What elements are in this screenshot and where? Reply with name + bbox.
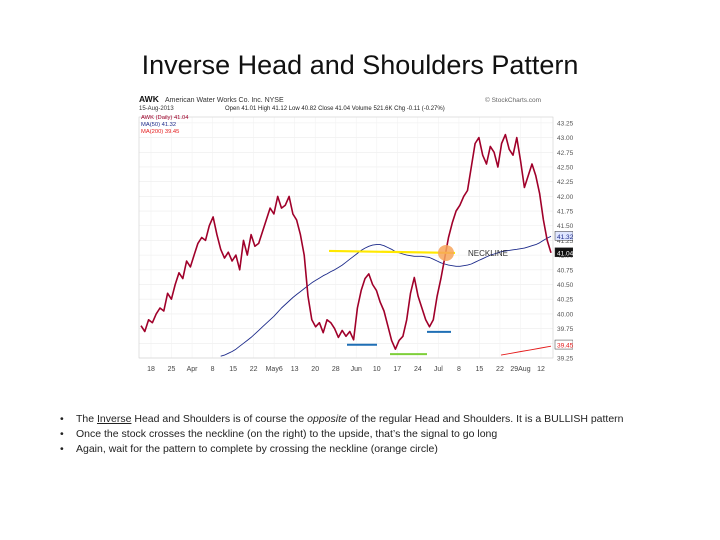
x-tick-label: Jun bbox=[351, 366, 362, 373]
y-tick-label: 42.00 bbox=[557, 194, 573, 201]
x-tick-label: Jul bbox=[434, 366, 443, 373]
price-line bbox=[140, 133, 552, 351]
y-tick-label: 43.00 bbox=[557, 135, 573, 142]
stock-chart: NECKLINE 43.25 43.00 42.75 42.50 42.25 42.00 4… bbox=[137, 93, 573, 376]
y-tick-label: 43.25 bbox=[557, 120, 573, 127]
header-date: 15-Aug-2013 bbox=[139, 106, 174, 112]
ma200-line bbox=[500, 345, 552, 356]
bullet-1-post: of the regular Head and Shoulders. It is… bbox=[346, 413, 624, 425]
slide-title: Inverse Head and Shoulders Pattern bbox=[141, 50, 579, 80]
x-tick-label: 17 bbox=[393, 366, 401, 373]
x-tick-label: 18 bbox=[147, 366, 155, 373]
y-tick-label: 40.50 bbox=[557, 282, 573, 289]
header-ohlc: Open 41.01 High 41.12 Low 40.82 Close 41… bbox=[225, 106, 445, 112]
ma50-line bbox=[220, 235, 552, 357]
ma50-tag-box bbox=[554, 231, 573, 241]
bullet-1-mid: Head and Shoulders is of course the bbox=[131, 413, 308, 425]
header-source: © StockCharts.com bbox=[485, 96, 541, 104]
bullet-list: • The Inverse Head and Shoulders is of c… bbox=[60, 412, 700, 457]
header-company: American Water Works Co. Inc. NYSE bbox=[165, 97, 284, 104]
chart-svg: NECKLINE 43.25 43.00 42.75 42.50 42.25 42.00 4… bbox=[137, 93, 573, 376]
legend-price: AWK (Daily) 41.04 bbox=[141, 115, 189, 121]
y-tick-label: 41.25 bbox=[557, 238, 573, 245]
bullet-dot: • bbox=[60, 443, 64, 455]
x-tick-label: 25 bbox=[168, 366, 176, 373]
x-tick-label: Apr bbox=[187, 366, 199, 373]
ma200-tag-text: 39.45 bbox=[557, 343, 573, 350]
y-tick-label: 39.75 bbox=[557, 326, 573, 333]
x-tick-label: 29Aug bbox=[510, 366, 530, 373]
bullet-1-em-inverse: Inverse bbox=[97, 413, 132, 425]
bullet-item-3: • Again, wait for the pattern to complet… bbox=[60, 442, 700, 457]
bullet-dot: • bbox=[60, 428, 64, 440]
breakout-circle bbox=[438, 244, 454, 261]
x-tick-label: 8 bbox=[457, 366, 461, 373]
x-tick-label: 13 bbox=[291, 366, 299, 373]
y-tick-label: 40.75 bbox=[557, 267, 573, 274]
x-tick-label: 15 bbox=[476, 366, 484, 373]
x-tick-label: 20 bbox=[311, 366, 319, 373]
plot-frame bbox=[138, 116, 554, 359]
bullet-1-em-opposite: opposite bbox=[307, 413, 347, 425]
x-tick-label: 22 bbox=[496, 366, 504, 373]
x-tick-label: 10 bbox=[373, 366, 381, 373]
legend-ma200: MA(200) 39.45 bbox=[141, 129, 179, 135]
bullet-item-2: • Once the stock crosses the neckline (o… bbox=[60, 427, 700, 442]
y-tick-label: 42.25 bbox=[557, 179, 573, 186]
price-tag-text: 41.04 bbox=[557, 250, 573, 257]
x-tick-label: 22 bbox=[250, 366, 258, 373]
bullet-item-1: • The Inverse Head and Shoulders is of c… bbox=[60, 412, 700, 427]
y-tick-label: 41.50 bbox=[557, 223, 573, 230]
y-tick-label: 42.50 bbox=[557, 164, 573, 171]
legend-ma50: MA(50) 41.32 bbox=[141, 122, 176, 128]
neckline-label: NECKLINE bbox=[468, 249, 508, 258]
neckline-line bbox=[328, 249, 456, 255]
y-tick-label: 42.75 bbox=[557, 150, 573, 157]
ma200-tag-box bbox=[554, 339, 573, 350]
ma50-tag-text: 41.32 bbox=[557, 234, 573, 241]
price-tag-box bbox=[554, 247, 573, 258]
x-tick-label: 28 bbox=[332, 366, 340, 373]
x-tick-label: 24 bbox=[414, 366, 422, 373]
x-tick-label: 12 bbox=[537, 366, 545, 373]
bullet-dot: • bbox=[60, 413, 64, 425]
bullet-3-text: Again, wait for the pattern to complete … bbox=[76, 443, 438, 455]
y-tick-label: 40.25 bbox=[557, 297, 573, 304]
y-tick-label: 39.25 bbox=[557, 356, 573, 363]
bullet-2-text: Once the stock crosses the neckline (on … bbox=[76, 428, 498, 440]
y-tick-label: 41.75 bbox=[557, 209, 573, 216]
x-tick-label: May6 bbox=[266, 366, 283, 373]
header-symbol: AWK bbox=[139, 94, 160, 104]
x-tick-label: 15 bbox=[229, 366, 237, 373]
bullet-1-pre: The bbox=[76, 413, 98, 425]
y-tick-label: 40.00 bbox=[557, 311, 573, 318]
x-tick-label: 8 bbox=[211, 366, 215, 373]
